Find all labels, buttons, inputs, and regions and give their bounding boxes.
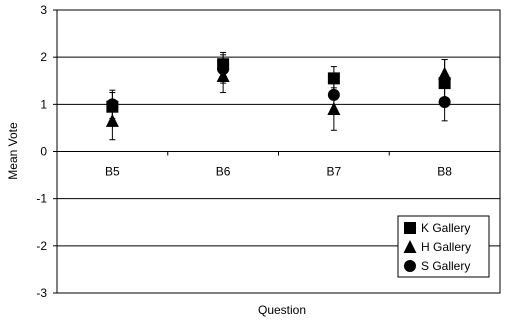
y-tick-label: 2: [40, 50, 47, 64]
legend-marker: [404, 222, 416, 234]
data-point: [438, 95, 451, 108]
x-tick-label: B6: [216, 165, 231, 179]
data-point: [438, 66, 452, 80]
y-axis-title: Mean Vote: [6, 122, 20, 180]
x-tick-label: B5: [105, 165, 120, 179]
x-tick-label: B7: [327, 165, 342, 179]
data-point: [106, 98, 119, 111]
data-marks: [105, 51, 452, 141]
y-tick-label: 1: [40, 97, 47, 111]
legend-marker: [404, 260, 416, 272]
legend-label: S Gallery: [421, 259, 470, 273]
data-point: [327, 88, 340, 101]
legend-marker: [403, 240, 417, 253]
x-tick-label: B8: [437, 165, 452, 179]
data-point: [217, 62, 230, 75]
y-axis: -3 -2 -1 0 1 2 3: [36, 3, 57, 300]
series-circle: [106, 54, 451, 122]
y-tick-label: 3: [40, 3, 47, 17]
x-category-labels: B5 B6 B7 B8: [105, 165, 452, 179]
y-tick-label: -3: [36, 286, 47, 300]
legend-label: H Gallery: [421, 240, 471, 254]
x-axis: [56, 151, 501, 156]
y-tick-label: 0: [40, 145, 47, 159]
data-point: [105, 113, 119, 127]
y-tick-label: -2: [36, 239, 47, 253]
y-tick-label: -1: [36, 192, 47, 206]
legend-label: K Gallery: [421, 221, 470, 235]
data-point: [327, 72, 340, 85]
legend: K Gallery H Gallery S Gallery: [397, 215, 490, 278]
x-axis-title: Question: [258, 303, 306, 317]
